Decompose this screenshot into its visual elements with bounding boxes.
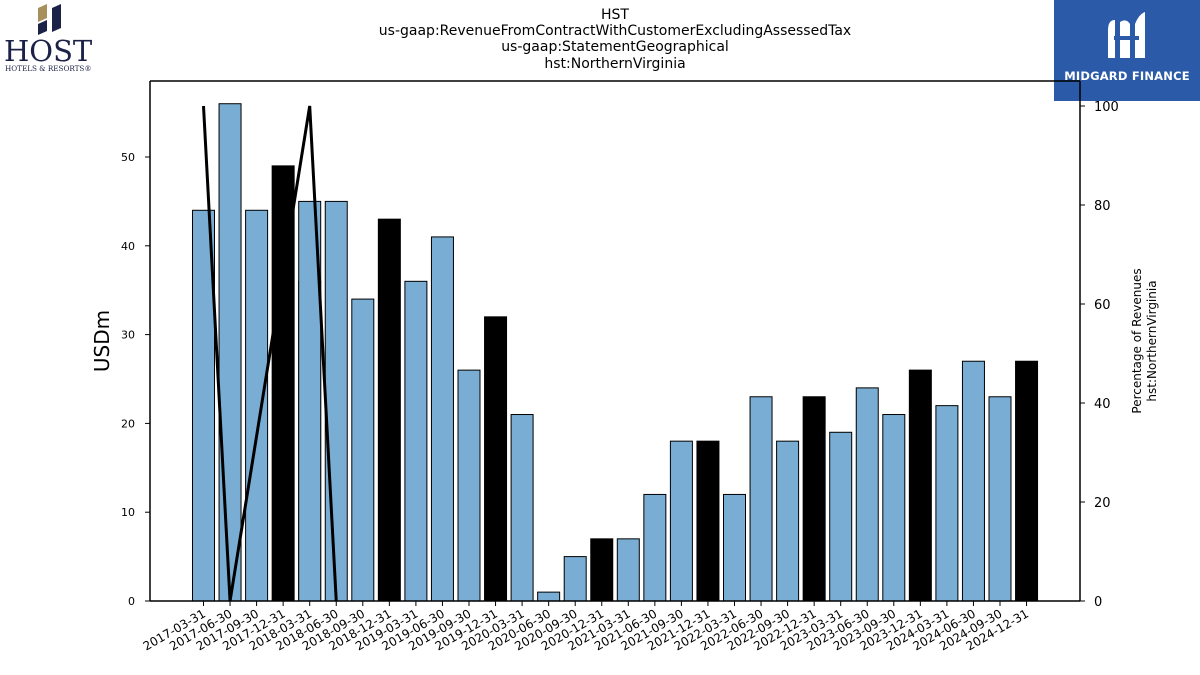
host-logo-wordmark: HOST — [4, 34, 93, 68]
y-tick-label-30: 30 — [121, 329, 135, 342]
chart-title-line-3: us-gaap:StatementGeographical — [501, 39, 729, 55]
bar-2018-09-30 — [351, 298, 375, 602]
bar-2024-06-30 — [961, 360, 985, 602]
y-axis-label: USDm — [90, 310, 114, 372]
bar-2022-09-30 — [776, 440, 800, 602]
chart-title-line-2: us-gaap:RevenueFromContractWithCustomerE… — [378, 23, 852, 39]
bar-2019-09-30 — [457, 369, 481, 602]
bar-2020-09-30 — [563, 556, 587, 602]
bar-2019-06-30 — [430, 236, 454, 602]
y-tick-label-40: 40 — [121, 240, 135, 253]
bar-2021-09-30 — [669, 440, 693, 602]
bar-2023-03-31 — [829, 431, 853, 602]
bar-2023-12-31 — [908, 369, 932, 602]
bar-2024-09-30 — [988, 396, 1012, 602]
y2-tick-label-40: 40 — [1094, 397, 1111, 412]
y-tick-label-10: 10 — [121, 506, 135, 519]
host-logo-gold-mark — [38, 4, 47, 22]
y2-axis-label-line-1: Percentage of Revenues — [1130, 268, 1144, 413]
bar-2023-06-30 — [855, 387, 879, 602]
bar-2024-03-31 — [935, 405, 959, 602]
bar-2022-06-30 — [749, 396, 773, 602]
bar-2018-12-31 — [377, 218, 401, 602]
percentage-line — [202, 105, 338, 602]
bar-2024-12-31 — [1015, 360, 1039, 602]
bar-2021-03-31 — [616, 538, 640, 602]
ticks-layer: 010203040500204060801002017-03-312017-06… — [121, 100, 1119, 653]
bar-2019-03-31 — [404, 280, 428, 602]
bars-layer — [192, 103, 1039, 602]
bar-2022-12-31 — [802, 396, 826, 602]
axes-layer — [149, 80, 1081, 602]
bar-2017-06-30 — [218, 103, 242, 602]
bar-2023-09-30 — [882, 414, 906, 602]
host-logo-subtitle: HOTELS & RESORTS® — [5, 64, 92, 73]
y-tick-label-0: 0 — [128, 595, 135, 608]
y-tick-label-20: 20 — [121, 417, 135, 430]
line-layer — [202, 105, 338, 602]
bar-2021-12-31 — [696, 440, 720, 602]
chart-title-line-4: hst:NorthernVirginia — [544, 56, 686, 72]
y2-tick-label-60: 60 — [1094, 298, 1111, 313]
y2-tick-label-100: 100 — [1094, 100, 1119, 115]
midgard-logo-text: MIDGARD FINANCE — [1064, 69, 1190, 83]
y-tick-label-50: 50 — [121, 151, 135, 164]
bar-2022-03-31 — [723, 493, 746, 602]
bar-2020-06-30 — [537, 591, 561, 602]
y2-tick-label-80: 80 — [1094, 199, 1111, 214]
bar-2021-06-30 — [643, 493, 667, 602]
bar-2018-06-30 — [324, 200, 348, 602]
y2-tick-label-20: 20 — [1094, 496, 1111, 511]
y2-axis-label-line-2: hst:NorthernVirginia — [1145, 280, 1159, 401]
bar-2019-12-31 — [484, 316, 508, 602]
host-logo-navy-mark — [52, 4, 61, 32]
bar-2017-09-30 — [245, 209, 269, 602]
bar-2020-12-31 — [590, 538, 614, 602]
midgard-logo-icon — [1108, 12, 1145, 58]
midgard-finance-logo: MIDGARD FINANCE — [1054, 0, 1200, 101]
y2-tick-label-0: 0 — [1094, 595, 1102, 610]
host-hotels-logo: HOST HOTELS & RESORTS® — [4, 4, 93, 73]
bar-2020-03-31 — [510, 414, 534, 602]
chart-title-line-1: HST — [601, 7, 629, 23]
